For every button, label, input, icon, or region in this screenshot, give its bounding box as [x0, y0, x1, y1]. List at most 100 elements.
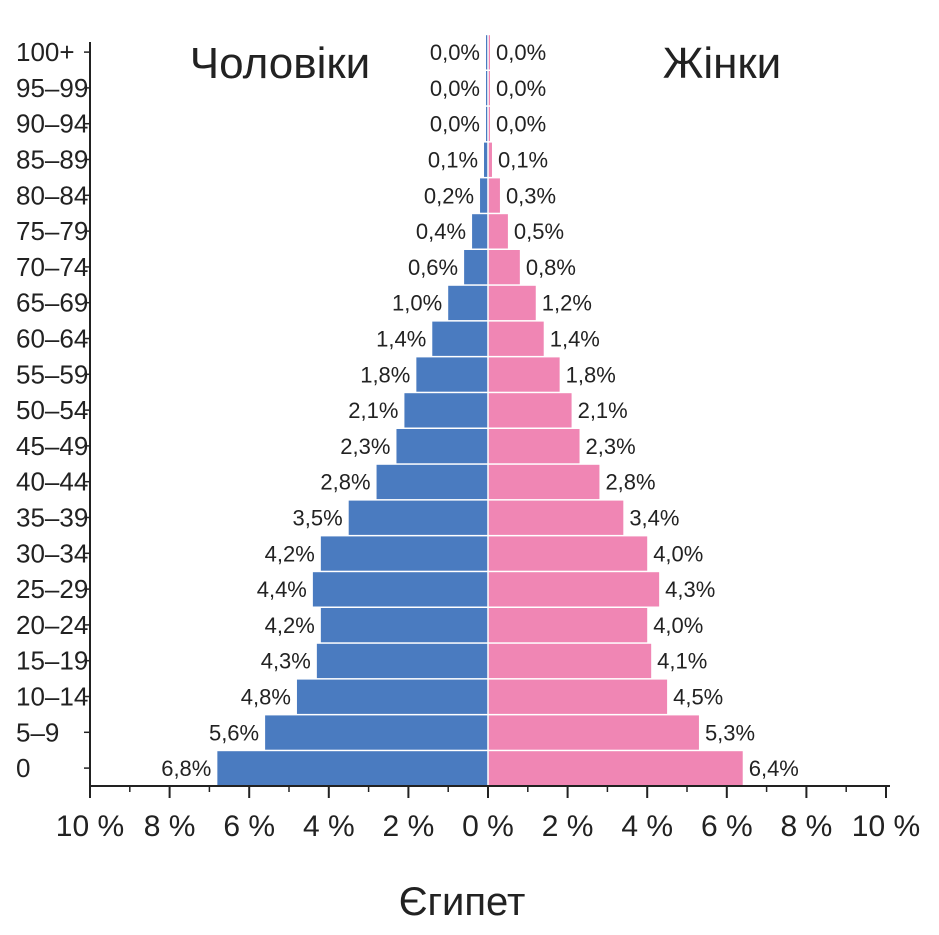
age-label-5: 25–29 [16, 574, 88, 604]
male-value-label-3: 4,3% [261, 649, 311, 674]
male-bar-3 [316, 643, 488, 679]
x-tick-label-1: 8 % [144, 810, 196, 843]
female-bar-3 [488, 643, 652, 679]
female-value-label-10: 2,1% [578, 398, 628, 423]
male-value-label-0: 6,8% [161, 756, 211, 781]
chart-title: Єгипет [399, 880, 526, 924]
female-bar-16 [488, 178, 500, 213]
male-bar-15 [472, 214, 488, 249]
x-tick-label-5: 0 % [462, 810, 514, 843]
female-value-label-18: 0,0% [496, 112, 546, 137]
male-bar-9 [396, 429, 488, 464]
x-tick-label-9: 8 % [781, 810, 833, 843]
female-bar-13 [488, 285, 536, 321]
male-value-label-13: 1,0% [392, 291, 442, 316]
age-label-10: 50–54 [16, 395, 88, 425]
male-value-label-8: 2,8% [320, 470, 370, 495]
x-tick-label-0: 10 % [56, 810, 124, 843]
female-value-label-3: 4,1% [657, 649, 707, 674]
male-value-label-20: 0,0% [430, 40, 480, 65]
male-bar-14 [464, 250, 488, 285]
female-value-label-9: 2,3% [586, 434, 636, 459]
female-bar-9 [488, 429, 580, 464]
female-bar-0 [488, 751, 743, 786]
male-bar-18 [486, 106, 488, 142]
male-value-label-7: 3,5% [293, 506, 343, 531]
female-bar-15 [488, 214, 508, 249]
female-value-label-8: 2,8% [605, 470, 655, 495]
age-label-20: 100+ [16, 37, 75, 67]
age-label-17: 85–89 [16, 145, 88, 175]
male-bar-7 [348, 500, 488, 535]
female-value-label-7: 3,4% [629, 506, 679, 531]
female-bar-4 [488, 608, 648, 643]
x-axis: 10 % 8 % 6 % 4 % 2 % 0 % 2 % 4 % 6 % 8 % 10 % [56, 42, 920, 843]
male-value-label-19: 0,0% [430, 76, 480, 101]
female-bar-2 [488, 679, 668, 714]
female-value-label-5: 4,3% [665, 577, 715, 602]
female-value-label-15: 0,5% [514, 219, 564, 244]
age-label-1: 5–9 [16, 717, 59, 747]
age-label-15: 75–79 [16, 216, 88, 246]
male-bar-1 [265, 715, 488, 750]
male-value-label-10: 2,1% [348, 398, 398, 423]
male-bar-17 [484, 142, 488, 177]
x-tick-label-2: 6 % [223, 810, 275, 843]
x-tick-label-6: 2 % [542, 810, 594, 843]
age-label-12: 60–64 [16, 324, 88, 354]
female-bar-18 [488, 106, 490, 142]
male-bar-4 [320, 608, 488, 643]
right-series-title: Жінки [663, 39, 782, 88]
male-bar-2 [296, 679, 488, 714]
male-bar-20 [486, 35, 488, 70]
age-labels-group: 0 5–9 10–14 15–19 20–24 25–29 30–34 35–39 40–44 4… [16, 37, 88, 783]
female-value-label-17: 0,1% [498, 148, 548, 173]
female-value-label-4: 4,0% [653, 613, 703, 638]
female-bar-19 [488, 71, 490, 106]
female-value-label-13: 1,2% [542, 291, 592, 316]
female-value-label-2: 4,5% [673, 685, 723, 710]
female-bar-12 [488, 321, 544, 356]
male-value-label-17: 0,1% [428, 148, 478, 173]
female-value-label-0: 6,4% [749, 756, 799, 781]
female-bar-11 [488, 357, 560, 392]
male-value-label-16: 0,2% [424, 183, 474, 208]
female-value-label-1: 5,3% [705, 720, 755, 745]
female-value-label-11: 1,8% [566, 362, 616, 387]
female-value-label-6: 4,0% [653, 541, 703, 566]
female-bar-1 [488, 715, 699, 750]
age-label-13: 65–69 [16, 288, 88, 318]
male-bar-19 [486, 71, 488, 106]
male-value-label-18: 0,0% [430, 112, 480, 137]
age-label-19: 95–99 [16, 73, 88, 103]
age-label-6: 30–34 [16, 538, 88, 568]
male-value-label-14: 0,6% [408, 255, 458, 280]
age-label-18: 90–94 [16, 109, 88, 139]
male-value-label-11: 1,8% [360, 362, 410, 387]
age-label-16: 80–84 [16, 180, 88, 210]
x-tick-label-3: 4 % [303, 810, 355, 843]
female-bar-8 [488, 464, 600, 500]
x-tick-label-4: 2 % [383, 810, 435, 843]
male-bar-0 [217, 751, 489, 786]
male-bar-11 [416, 357, 488, 392]
age-label-0: 0 [16, 753, 30, 783]
female-bar-14 [488, 250, 520, 285]
male-value-label-2: 4,8% [241, 685, 291, 710]
female-value-label-19: 0,0% [496, 76, 546, 101]
male-bar-16 [480, 178, 488, 213]
male-value-label-15: 0,4% [416, 219, 466, 244]
female-value-label-20: 0,0% [496, 40, 546, 65]
x-tick-label-10: 10 % [852, 810, 920, 843]
male-bar-13 [448, 285, 488, 321]
age-label-11: 55–59 [16, 359, 88, 389]
female-bar-17 [488, 142, 492, 177]
male-bar-6 [320, 536, 488, 571]
male-value-label-9: 2,3% [340, 434, 390, 459]
male-bar-8 [376, 464, 488, 500]
male-value-label-6: 4,2% [265, 541, 315, 566]
x-tick-label-7: 4 % [621, 810, 673, 843]
male-value-label-4: 4,2% [265, 613, 315, 638]
age-label-9: 45–49 [16, 431, 88, 461]
